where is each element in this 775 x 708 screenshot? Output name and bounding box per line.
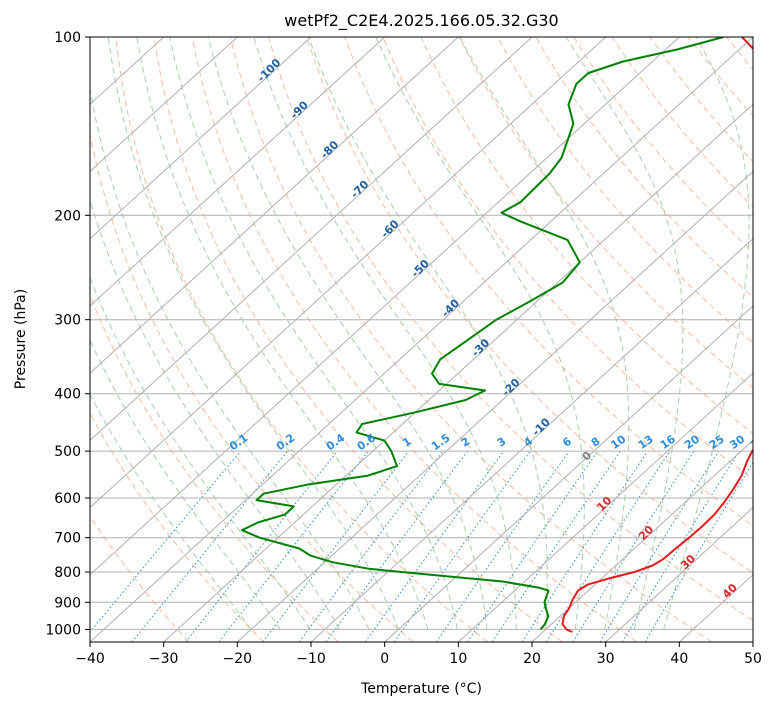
dry-adiabat-line	[90, 412, 264, 642]
isotherm-line	[90, 37, 533, 442]
y-tick-label: 900	[54, 595, 81, 611]
isotherm-line	[605, 506, 753, 642]
x-tick-label: 40	[670, 651, 688, 667]
dry-adiabat-line	[496, 37, 753, 344]
mixing-ratio-line	[521, 450, 649, 642]
moist-adiabat-line	[169, 37, 458, 630]
dewpoint-profile-line	[241, 37, 724, 631]
x-axis-label: Temperature (°C)	[360, 681, 482, 697]
mixing-ratio-line	[621, 450, 740, 642]
moist-adiabat-line	[90, 339, 281, 630]
x-tick-label: 50	[744, 651, 762, 667]
mixing-ratio-line	[131, 450, 288, 642]
y-tick-label: 700	[54, 531, 81, 547]
mixing-ratio-line	[298, 450, 444, 642]
x-tick-label: −40	[75, 651, 105, 667]
y-tick-label: 500	[54, 444, 81, 460]
moist-adiabat-line	[308, 37, 548, 630]
y-tick-label: 200	[54, 208, 81, 224]
moist-adiabat-line	[375, 37, 585, 630]
y-tick-label: 800	[54, 565, 81, 581]
isotherm-line	[90, 37, 386, 307]
moist-adiabat-line	[90, 86, 370, 630]
isotherm-line	[90, 37, 312, 240]
dry-adiabat-line	[115, 37, 488, 642]
isotherm-line	[90, 37, 238, 173]
dry-adiabat-line	[90, 515, 190, 642]
mixing-ratio-label: 36	[748, 432, 768, 452]
x-tick-label: −20	[223, 651, 253, 667]
dry-adiabat-line	[90, 131, 414, 642]
dry-adiabat-line	[153, 37, 563, 642]
y-tick-label: 400	[54, 387, 81, 403]
mixing-ratio-line	[262, 450, 410, 642]
isotherm-line	[90, 37, 607, 509]
mixing-ratio-line	[467, 450, 599, 642]
mixing-ratio-line	[572, 450, 695, 642]
y-tick-label: 600	[54, 491, 81, 507]
x-tick-label: 10	[449, 651, 467, 667]
moist-adiabat-line	[459, 37, 630, 630]
isotherm-line	[384, 305, 753, 642]
isotherm-line	[752, 641, 753, 642]
isotherm-line	[531, 439, 753, 642]
y-tick-label: 1000	[45, 622, 81, 638]
moist-adiabat-line	[90, 276, 311, 630]
moist-adiabat-line	[136, 37, 429, 630]
mixing-ratio-line	[435, 450, 570, 642]
temperature-profile-line	[561, 37, 753, 633]
x-tick-label: 20	[523, 651, 541, 667]
isotherm-line	[310, 237, 753, 642]
x-tick-label: 0	[380, 651, 389, 667]
dry-adiabat-line	[382, 37, 753, 481]
x-tick-label: 30	[597, 651, 615, 667]
mixing-ratio-line	[364, 450, 505, 642]
moist-adiabat-line	[565, 37, 684, 630]
mixing-ratio-line	[491, 450, 621, 642]
isotherm-line	[90, 37, 753, 642]
moist-adiabat-line	[90, 198, 340, 630]
dry-adiabat-line	[535, 37, 753, 298]
isotherm-line	[90, 37, 459, 374]
x-tick-label: −10	[296, 651, 326, 667]
y-tick-label: 100	[54, 30, 81, 46]
mixing-ratio-line	[325, 450, 468, 642]
isotherm-line	[457, 372, 753, 642]
dry-adiabat-line	[191, 37, 638, 642]
moist-adiabat-line	[90, 393, 252, 630]
y-axis-label: Pressure (hPa)	[13, 289, 29, 389]
y-tick-label: 300	[54, 313, 81, 329]
mixing-ratio-line	[185, 450, 338, 642]
moist-adiabat-line	[663, 37, 750, 630]
moist-adiabat-line	[207, 37, 488, 630]
plot-frame	[89, 36, 754, 643]
dry-adiabat-line	[306, 37, 753, 574]
isotherm-line	[236, 170, 753, 642]
mixing-ratio-line	[90, 450, 242, 633]
mixing-ratio-line	[545, 450, 671, 642]
moist-adiabat-line	[253, 37, 517, 630]
x-tick-label: −30	[149, 651, 179, 667]
moist-adiabat-line	[107, 37, 399, 630]
dry-adiabat-line	[268, 37, 753, 622]
chart-title: wetPf2_C2E4.2025.166.05.32.G30	[284, 11, 558, 31]
